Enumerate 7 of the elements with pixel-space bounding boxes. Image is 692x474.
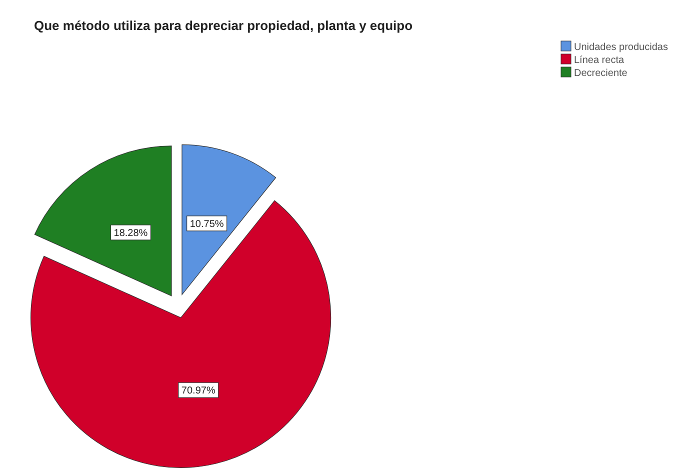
data-label: 10.75% — [190, 218, 224, 230]
data-label: 18.28% — [114, 228, 148, 239]
chart-title: Que método utiliza para depreciar propiedad, planta y equipo — [34, 18, 413, 33]
legend-label: Unidades producidas — [574, 42, 668, 53]
legend-label: Decreciente — [574, 68, 628, 79]
data-label: 70.97% — [181, 386, 216, 397]
legend-label: Línea recta — [574, 55, 624, 66]
